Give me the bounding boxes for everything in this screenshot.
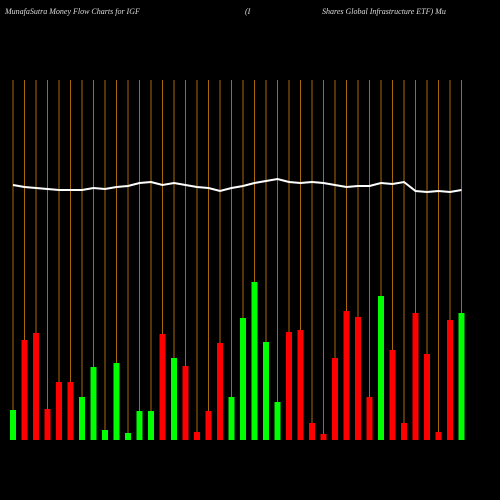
bar (389, 350, 396, 440)
bar (217, 343, 223, 440)
bar (79, 397, 85, 440)
chart-title: MunafaSutra Money Flow Charts for IGF (4, 7, 140, 16)
bar (240, 318, 246, 440)
bar (182, 366, 189, 440)
bar (447, 320, 453, 440)
bar (159, 334, 166, 440)
bar (148, 411, 154, 440)
chart-title: (I (245, 7, 251, 16)
line (12, 177, 462, 194)
bar (274, 402, 281, 440)
bar (113, 363, 120, 440)
bar (458, 313, 465, 440)
bar (286, 332, 292, 440)
bar (309, 423, 315, 440)
bar (401, 423, 407, 440)
bar (171, 358, 177, 440)
bar (412, 313, 419, 440)
bar (332, 358, 338, 440)
bar (21, 340, 28, 440)
bar (355, 317, 361, 440)
bar (366, 397, 373, 440)
bar (343, 311, 350, 440)
bar (10, 410, 16, 440)
bar (33, 333, 39, 440)
bar (251, 282, 258, 440)
bar (424, 354, 430, 440)
bar (56, 382, 62, 440)
chart-title: Shares Global Infrastructure ETF) Mu (322, 7, 446, 16)
bar (435, 432, 442, 440)
bar (228, 397, 235, 440)
bar (90, 367, 97, 440)
bar (297, 330, 304, 440)
bar (67, 382, 74, 440)
bar (102, 430, 108, 440)
bar (263, 342, 269, 440)
bar (320, 434, 327, 440)
bar (378, 296, 384, 440)
bar (194, 432, 200, 440)
bar (136, 411, 143, 440)
bar (125, 433, 131, 440)
bar (44, 409, 51, 440)
bar (205, 411, 212, 440)
